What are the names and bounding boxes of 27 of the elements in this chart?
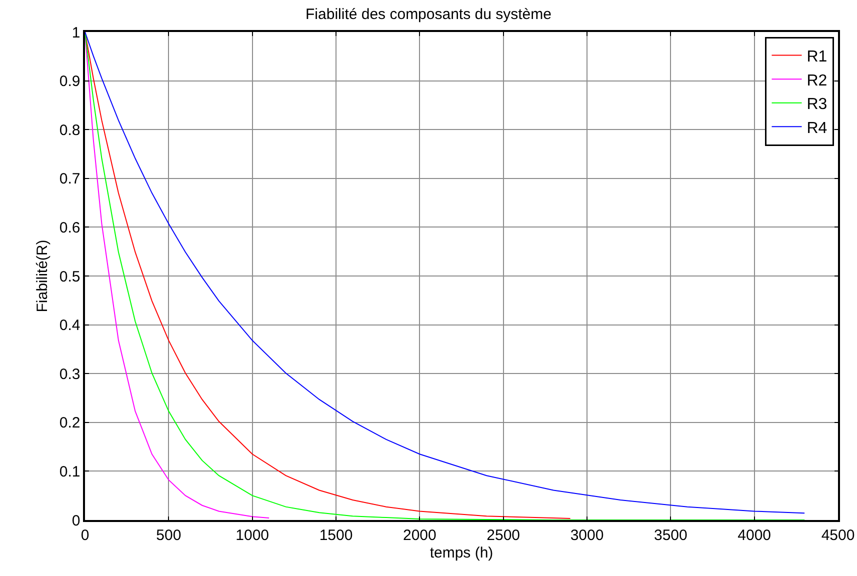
y-tick-label: 1 — [72, 24, 80, 42]
legend-label: R1 — [806, 48, 828, 66]
x-tick-label: 500 — [156, 526, 182, 544]
y-tick-label: 0.6 — [59, 219, 80, 236]
y-tick-label: 0.5 — [59, 268, 80, 286]
chart-title: Fiabilité des composants du système — [306, 6, 552, 24]
x-axis-title: temps (h) — [430, 544, 494, 562]
y-tick-label: 0.7 — [59, 170, 80, 188]
y-tick-label: 0.2 — [59, 414, 80, 432]
x-tick-label: 3500 — [654, 526, 688, 544]
y-tick-label: 0.9 — [59, 73, 80, 90]
y-tick-label: 0.1 — [59, 463, 80, 480]
x-tick-label: 1500 — [319, 526, 353, 544]
legend-label: R4 — [806, 120, 828, 137]
y-axis-title: Fiabilité(R) — [34, 240, 52, 312]
y-tick-label: 0.4 — [59, 317, 80, 334]
x-tick-label: 2000 — [402, 526, 436, 544]
y-tick-label: 0 — [72, 512, 80, 530]
x-tick-label: 3000 — [570, 526, 604, 544]
x-tick-label: 1000 — [236, 526, 270, 544]
legend-label: R3 — [806, 96, 828, 114]
x-tick-label: 4000 — [738, 526, 772, 544]
x-tick-label: 4500 — [821, 526, 855, 544]
y-tick-label: 0.3 — [59, 366, 80, 383]
x-tick-label: 2500 — [486, 526, 520, 544]
y-tick-label: 0.8 — [59, 122, 80, 139]
legend-label: R2 — [806, 72, 828, 90]
